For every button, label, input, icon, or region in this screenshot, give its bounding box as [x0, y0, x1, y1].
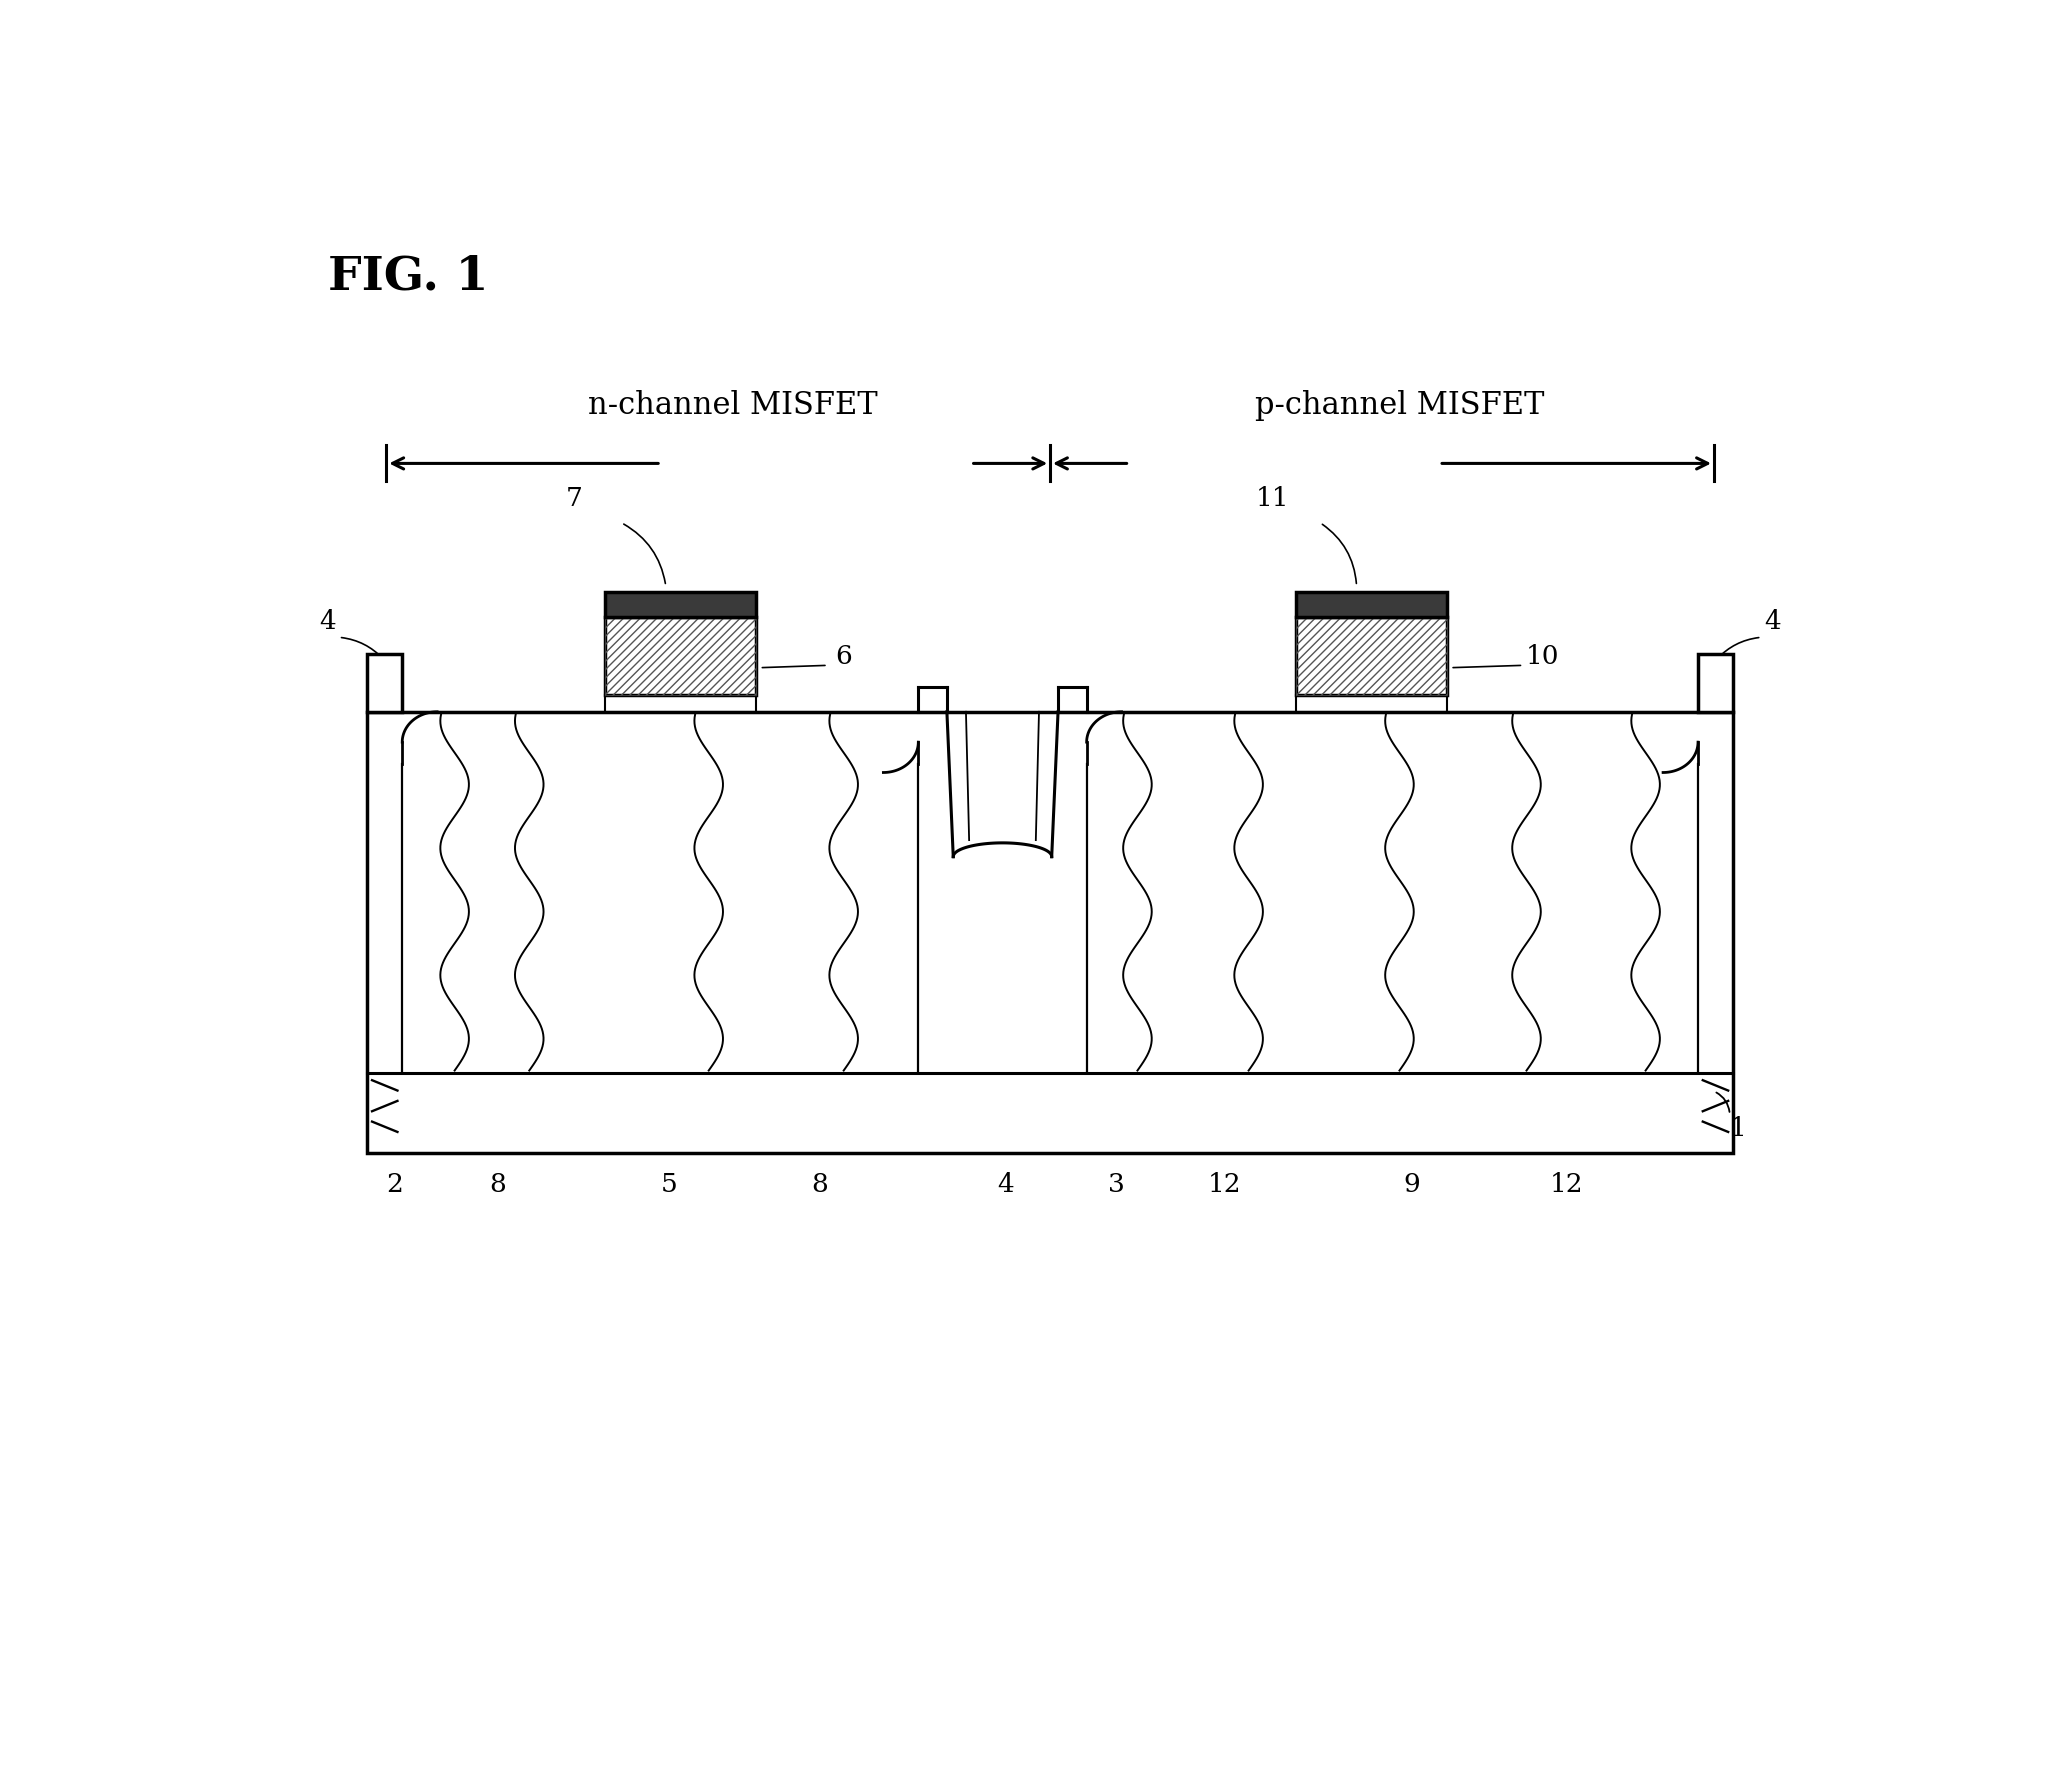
Text: 10: 10: [1527, 643, 1559, 668]
Text: 3: 3: [1109, 1172, 1125, 1197]
Text: 12: 12: [1549, 1172, 1584, 1197]
Bar: [607, 616, 756, 695]
Text: 7: 7: [566, 486, 582, 511]
Text: 4: 4: [998, 1172, 1014, 1197]
Text: 8: 8: [811, 1172, 828, 1197]
Bar: [607, 591, 756, 616]
Bar: [1297, 616, 1447, 695]
Bar: [1699, 654, 1733, 711]
Bar: [607, 616, 756, 695]
Text: 6: 6: [836, 643, 852, 668]
Bar: [367, 654, 402, 711]
Bar: [367, 711, 1733, 1154]
Text: 11: 11: [1256, 486, 1289, 511]
Bar: [1297, 616, 1447, 695]
Text: 12: 12: [1209, 1172, 1242, 1197]
Text: 4: 4: [320, 609, 336, 634]
Text: 2: 2: [385, 1172, 404, 1197]
Text: 9: 9: [1404, 1172, 1420, 1197]
Bar: [1297, 591, 1447, 616]
Text: 5: 5: [660, 1172, 678, 1197]
Text: 8: 8: [490, 1172, 506, 1197]
Text: n-channel MISFET: n-channel MISFET: [588, 391, 877, 421]
Text: FIG. 1: FIG. 1: [328, 254, 488, 299]
Text: 1: 1: [1729, 1116, 1746, 1142]
Text: 4: 4: [1764, 609, 1781, 634]
Text: p-channel MISFET: p-channel MISFET: [1254, 391, 1545, 421]
